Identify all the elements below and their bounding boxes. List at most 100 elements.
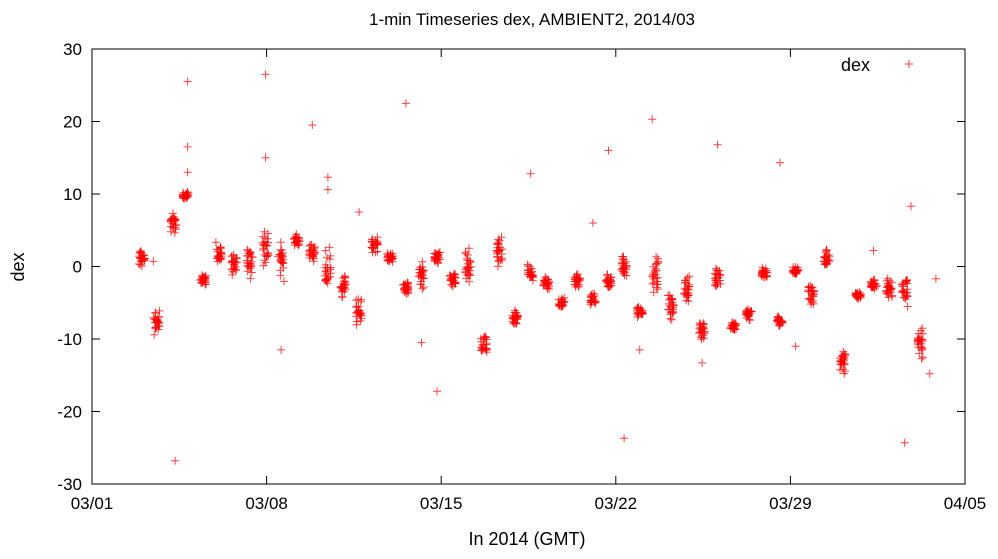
data-point [560,293,569,302]
outlier-point [713,140,722,149]
data-point [695,321,704,330]
data-point [668,305,677,314]
data-point [746,316,755,325]
data-point [258,232,267,241]
data-point [668,294,677,303]
data-point [494,239,502,248]
data-point [899,279,908,288]
data-point [852,290,861,298]
outlier-point [791,342,800,351]
data-point [418,270,427,279]
data-point [228,270,237,279]
data-point [461,267,470,276]
data-point [512,319,521,328]
data-point [606,275,614,284]
data-point [151,308,160,317]
outlier-point [323,185,332,194]
data-point [684,282,693,291]
data-point [680,289,689,298]
data-point [170,228,179,237]
x-tick-label: 03/22 [595,494,638,513]
data-point [883,290,892,299]
data-point [292,237,301,246]
data-point [898,280,906,289]
outlier-point [261,153,270,162]
data-point [479,333,488,342]
data-point [836,360,845,369]
data-point [338,283,347,291]
data-point [340,272,349,281]
data-point [321,246,330,255]
outlier-point [183,77,192,86]
data-point [367,243,376,252]
data-point [482,348,491,357]
data-point [357,295,366,304]
data-point [416,272,425,281]
data-point [649,262,658,271]
legend-marker [905,60,913,68]
outlier-point [149,257,158,266]
data-point [900,288,909,297]
data-point [243,261,252,270]
y-tick-label: 20 [63,113,82,132]
data-point [652,266,661,275]
data-point [574,283,583,291]
data-point [136,260,145,269]
data-point [652,252,661,261]
data-point [247,252,256,261]
data-point [888,292,896,301]
data-point [587,298,596,306]
outlier-point [183,168,192,177]
data-point [259,261,268,270]
data-point [653,273,662,282]
legend-marker-icon [905,60,913,68]
data-point [182,191,191,200]
data-point [368,235,377,244]
outlier-point [355,208,364,217]
data-point [841,350,850,359]
data-point [451,279,460,288]
outlier-point [277,345,286,354]
data-point [326,265,335,274]
data-point [652,259,661,268]
legend: dex [841,55,913,75]
data-point [699,324,708,333]
data-point [883,274,892,283]
outlier-point [433,387,441,396]
data-point [373,247,382,256]
data-point [247,268,256,277]
data-point [260,241,269,250]
data-point [465,277,474,286]
data-point [822,255,831,264]
data-point [511,318,520,327]
data-point [217,252,226,261]
data-point [338,292,346,301]
x-tick-label: 03/01 [71,494,114,513]
data-point [666,310,675,319]
data-point [309,257,318,266]
outlier-point [776,158,784,167]
data-point [307,240,316,249]
data-point [574,275,583,284]
data-point [276,271,285,280]
data-point [528,271,537,280]
data-point [264,251,273,260]
data-point [152,318,160,327]
data-point [230,260,239,269]
data-point [280,277,288,286]
data-point [354,308,363,317]
data-point [184,189,193,198]
outlier-point [869,246,878,255]
data-point [790,267,799,276]
data-point [323,253,331,262]
data-point [202,280,211,289]
data-point [633,306,641,315]
data-point [918,324,927,333]
data-point [153,316,162,325]
y-tick-label: 10 [63,185,82,204]
data-point [648,270,657,279]
data-point [744,310,753,319]
data-point [917,335,926,344]
data-point [352,303,361,312]
data-point [669,300,678,309]
